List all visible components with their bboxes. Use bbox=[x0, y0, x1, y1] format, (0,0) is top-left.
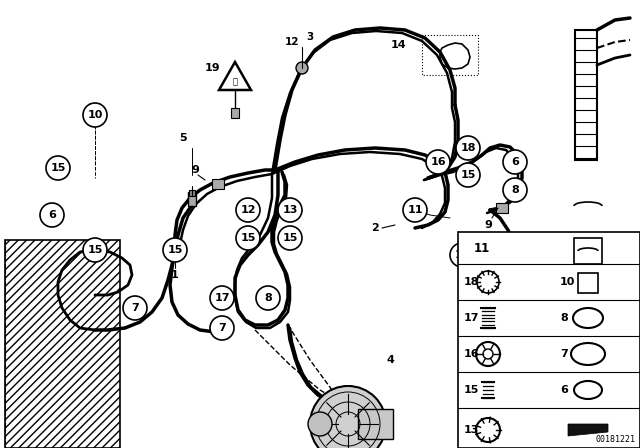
Text: 7: 7 bbox=[560, 349, 568, 359]
Polygon shape bbox=[568, 424, 608, 436]
Bar bbox=[212, 179, 224, 189]
Circle shape bbox=[163, 238, 187, 262]
Circle shape bbox=[236, 198, 260, 222]
Circle shape bbox=[296, 62, 308, 74]
Text: 6: 6 bbox=[511, 157, 519, 167]
Text: 15: 15 bbox=[282, 233, 298, 243]
Text: 19: 19 bbox=[204, 63, 220, 73]
Circle shape bbox=[256, 286, 280, 310]
Circle shape bbox=[503, 178, 527, 202]
Circle shape bbox=[456, 163, 480, 187]
Text: 18: 18 bbox=[464, 277, 479, 287]
Circle shape bbox=[210, 316, 234, 340]
Text: 10: 10 bbox=[87, 110, 102, 120]
Text: 15: 15 bbox=[167, 245, 182, 255]
Bar bbox=[575, 30, 597, 160]
Bar bbox=[458, 232, 640, 448]
Bar bbox=[574, 238, 602, 264]
Text: 8: 8 bbox=[511, 185, 519, 195]
Bar bbox=[578, 273, 598, 293]
Text: 5: 5 bbox=[179, 133, 187, 143]
Text: 16: 16 bbox=[464, 349, 479, 359]
Text: ᛙ: ᛙ bbox=[232, 78, 237, 86]
Text: 9: 9 bbox=[484, 220, 492, 230]
Circle shape bbox=[278, 226, 302, 250]
Text: 17: 17 bbox=[464, 313, 479, 323]
Bar bbox=[189, 190, 195, 196]
Bar bbox=[5, 240, 120, 448]
Text: 11: 11 bbox=[474, 241, 490, 254]
Text: 10: 10 bbox=[560, 277, 575, 287]
Circle shape bbox=[426, 150, 450, 174]
Bar bbox=[358, 409, 393, 439]
Text: 13: 13 bbox=[282, 205, 298, 215]
Text: 8: 8 bbox=[560, 313, 568, 323]
Circle shape bbox=[46, 156, 70, 180]
Text: 13: 13 bbox=[464, 425, 479, 435]
Circle shape bbox=[83, 238, 107, 262]
Text: 7: 7 bbox=[131, 303, 139, 313]
Circle shape bbox=[308, 412, 332, 436]
Text: 12: 12 bbox=[285, 37, 300, 47]
Circle shape bbox=[403, 198, 427, 222]
Circle shape bbox=[236, 226, 260, 250]
Text: 18: 18 bbox=[460, 143, 476, 153]
Circle shape bbox=[456, 136, 480, 160]
Circle shape bbox=[210, 286, 234, 310]
Text: 7: 7 bbox=[218, 323, 226, 333]
Text: 00181221: 00181221 bbox=[596, 435, 636, 444]
Text: 14: 14 bbox=[390, 40, 406, 50]
Text: 16: 16 bbox=[430, 157, 446, 167]
Text: 1: 1 bbox=[171, 270, 179, 280]
Text: 15: 15 bbox=[240, 233, 256, 243]
Text: 12: 12 bbox=[240, 205, 256, 215]
Text: 6: 6 bbox=[48, 210, 56, 220]
Bar bbox=[496, 203, 508, 213]
Circle shape bbox=[40, 203, 64, 227]
Text: 10: 10 bbox=[87, 103, 102, 113]
Text: 17: 17 bbox=[214, 293, 230, 303]
Text: 4: 4 bbox=[386, 355, 394, 365]
Circle shape bbox=[310, 386, 386, 448]
Text: 15: 15 bbox=[87, 245, 102, 255]
Circle shape bbox=[278, 198, 302, 222]
Text: 9: 9 bbox=[191, 165, 199, 175]
Text: 15: 15 bbox=[454, 250, 470, 260]
Circle shape bbox=[123, 296, 147, 320]
Text: 8: 8 bbox=[264, 293, 272, 303]
Text: 15: 15 bbox=[460, 170, 476, 180]
Circle shape bbox=[503, 150, 527, 174]
Bar bbox=[231, 108, 239, 118]
Text: 6: 6 bbox=[560, 385, 568, 395]
Bar bbox=[188, 192, 196, 206]
Text: 15: 15 bbox=[464, 385, 479, 395]
Circle shape bbox=[83, 103, 107, 127]
Text: 11: 11 bbox=[407, 205, 423, 215]
Text: 2: 2 bbox=[371, 223, 379, 233]
Text: 15: 15 bbox=[51, 163, 66, 173]
Circle shape bbox=[450, 243, 474, 267]
Text: 3: 3 bbox=[307, 32, 314, 42]
